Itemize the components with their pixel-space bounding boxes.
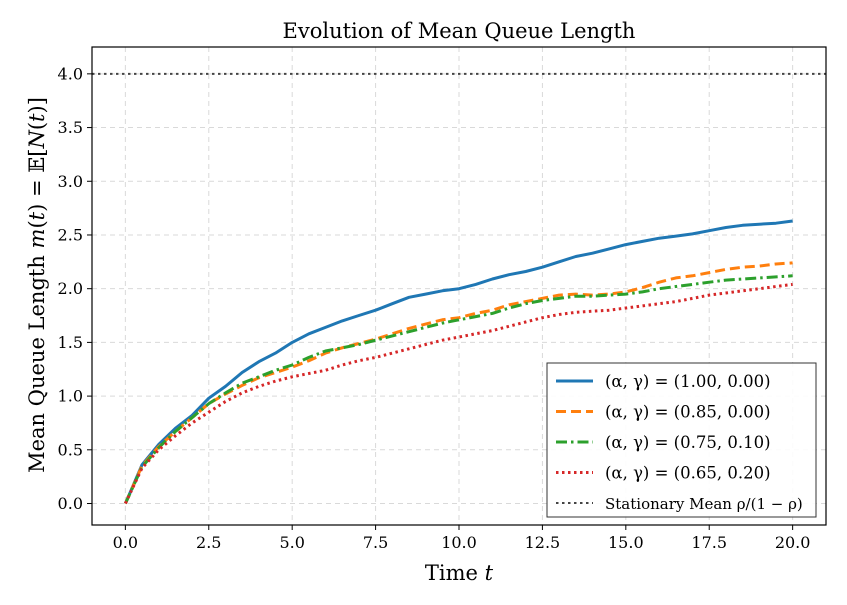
- y-tick-label: 4.0: [58, 64, 83, 83]
- x-tick-label: 2.5: [196, 533, 221, 552]
- legend-label: Stationary Mean ρ/(1 − ρ): [605, 495, 803, 513]
- series-line-1: [124, 219, 793, 505]
- x-axis-label-text: Time: [425, 561, 485, 585]
- x-tick-label: 15.0: [608, 533, 644, 552]
- series-line-2: [124, 261, 793, 505]
- x-axis-label: Time t: [425, 561, 494, 585]
- y-tick-label: 0.5: [58, 440, 83, 459]
- x-tick-label: 20.0: [775, 533, 811, 552]
- legend-box: [546, 362, 817, 518]
- series-line-3: [124, 274, 793, 505]
- legend: (α, γ) = (1.00, 0.00) (α, γ) = (0.85, 0.0…: [546, 362, 817, 518]
- y-axis-label-text: Mean Queue Length: [25, 248, 49, 472]
- x-tick-label: 7.5: [363, 533, 388, 552]
- legend-label: (α, γ) = (0.85, 0.00): [605, 403, 771, 422]
- y-tick-label: 2.5: [58, 225, 83, 244]
- x-tick-label: 10.0: [441, 533, 477, 552]
- y-tick-label: 2.0: [58, 279, 83, 298]
- plot-frame: [91, 46, 827, 526]
- y-axis-label: Mean Queue Length m(t) = 𝔼[N(t)]: [25, 97, 49, 473]
- y-tick-label: 3.0: [58, 172, 83, 191]
- x-tick-label: 5.0: [279, 533, 304, 552]
- x-axis-label-var: t: [485, 561, 494, 585]
- y-tick-label: 0.0: [58, 494, 83, 513]
- legend-label: (α, γ) = (0.75, 0.10): [605, 433, 771, 452]
- x-tick-label: 0.0: [113, 533, 138, 552]
- legend-label: (α, γ) = (0.65, 0.20): [605, 464, 771, 483]
- series-group: [124, 219, 793, 505]
- y-tick-label: 3.5: [58, 118, 83, 137]
- y-tick-label: 1.5: [58, 333, 83, 352]
- x-tick-label: 17.5: [691, 533, 727, 552]
- x-tick-label: 12.5: [525, 533, 561, 552]
- y-tick-label: 1.0: [58, 387, 83, 406]
- legend-label: (α, γ) = (1.00, 0.00): [605, 372, 771, 391]
- chart-title: Evolution of Mean Queue Length: [283, 19, 636, 43]
- ticks: 0.0 2.5 5.0 7.5 10.0 12.5 15.0 17.5 20.0 0.0 0.5 1.…: [58, 64, 811, 552]
